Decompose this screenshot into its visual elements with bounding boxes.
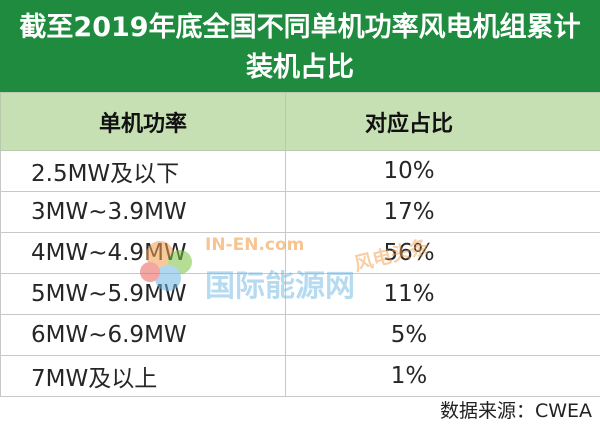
column-header-share: 对应占比 (285, 92, 600, 151)
title-line-2: 装机占比 (246, 52, 354, 83)
power-cell: 5MW~5.9MW (0, 273, 286, 315)
share-cell: 1% (285, 355, 600, 397)
table-row: 7MW及以上 1% (0, 355, 600, 397)
column-header-power: 单机功率 (0, 92, 286, 151)
table-row: 6MW~6.9MW 5% (0, 314, 600, 356)
table-row: 2.5MW及以下 10% (0, 150, 600, 192)
title-band: 截至2019年底全国不同单机功率风电机组累计 装机占比 (0, 0, 600, 92)
table-row: 4MW~4.9MW 56% (0, 232, 600, 274)
share-cell: 17% (285, 191, 600, 233)
share-cell: 11% (285, 273, 600, 315)
share-cell: 10% (285, 150, 600, 192)
share-cell: 56% (285, 232, 600, 274)
data-source-note: 数据来源：CWEA (439, 400, 592, 422)
table-row: 3MW~3.9MW 17% (0, 191, 600, 233)
title-line-1: 截至2019年底全国不同单机功率风电机组累计 (19, 12, 581, 43)
table-row: 5MW~5.9MW 11% (0, 273, 600, 315)
header-row: 单机功率 对应占比 (0, 92, 600, 151)
power-cell: 7MW及以上 (0, 355, 286, 397)
power-cell: 6MW~6.9MW (0, 314, 286, 356)
power-cell: 4MW~4.9MW (0, 232, 286, 274)
data-table: 单机功率 对应占比 2.5MW及以下 10% 3MW~3.9MW 17% 4MW… (0, 92, 600, 397)
power-cell: 3MW~3.9MW (0, 191, 286, 233)
share-cell: 5% (285, 314, 600, 356)
power-cell: 2.5MW及以下 (0, 150, 286, 192)
